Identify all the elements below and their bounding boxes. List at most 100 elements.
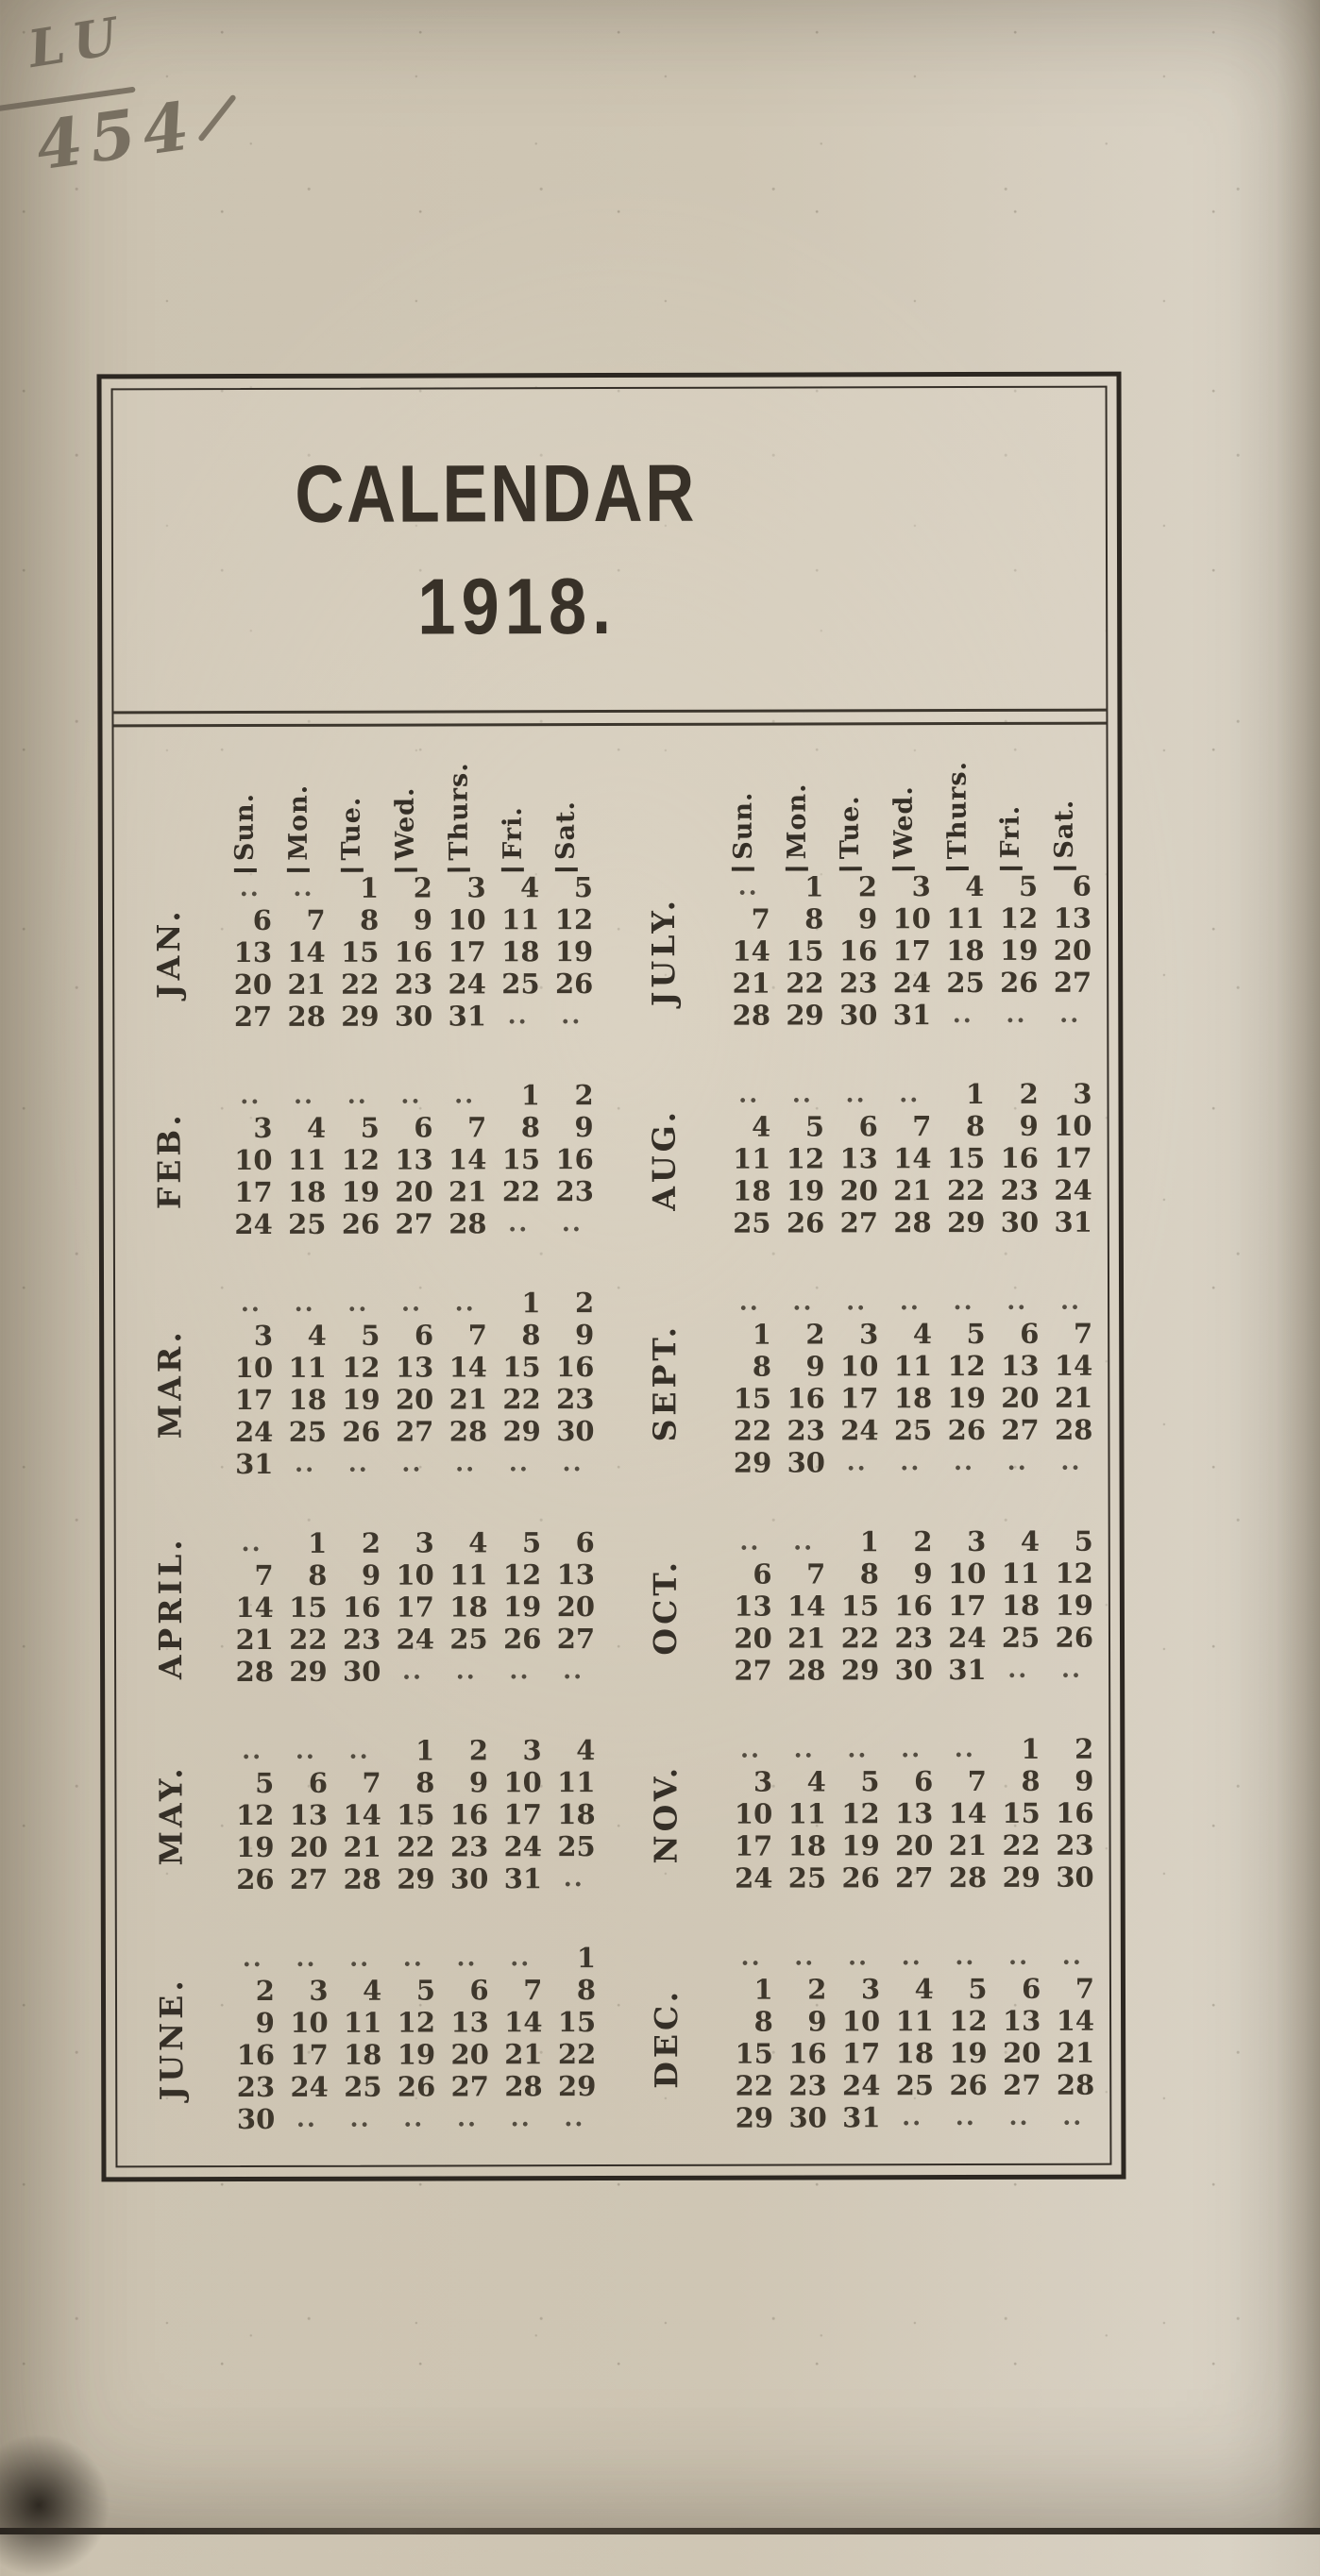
month-gap-cell [488,1894,542,1942]
date-cell: 6 [753,1557,772,1591]
empty-date-cell: .. [294,1288,315,1318]
date-cell: 12 [999,901,1039,934]
empty-date-cell: .. [295,1736,316,1765]
month-gap-cell [1039,1238,1092,1286]
date-cell: 21 [504,2037,543,2070]
empty-date-cell: .. [899,1288,921,1317]
date-cell: 17 [892,934,931,967]
day-header-label: Fri. [498,806,528,861]
date-cell: 31 [503,1861,543,1894]
date-cell: 28 [1055,1413,1093,1446]
month-gap-row [120,1478,1093,1528]
month-gap-cell [826,1894,880,1941]
bottom-left-smudge [0,2434,110,2576]
date-cell: 23 [787,1413,825,1447]
month-gap-cell [541,1479,595,1526]
date-cell: 30 [787,1445,825,1479]
month-label-text: MAY. [151,1764,190,1866]
half-divider-rule [594,1383,611,1415]
date-cell: 14 [448,1350,487,1383]
date-cell: 7 [1075,1972,1095,2005]
date-cell: 27 [556,1622,596,1655]
date-cell: 23 [236,2070,276,2103]
half-divider-rule [595,1447,612,1479]
day-header: Fri. [984,727,1038,870]
date-cell: 16 [394,934,433,968]
half-divider-rule [593,1000,610,1032]
empty-date-cell: .. [1061,1942,1083,1971]
date-cell: 6 [252,903,272,936]
month-gap-cell [118,1033,218,1080]
empty-date-cell: .. [456,1944,478,1973]
date-cell: 6 [469,1973,489,2006]
date-cell: 18 [895,2036,935,2069]
empty-date-cell: .. [1007,1655,1029,1684]
date-cell: 20 [556,1590,596,1623]
date-cell: 5 [415,1973,436,2007]
month-gap-cell [433,1239,487,1287]
date-cell: 25 [449,1622,488,1655]
date-cell: 25 [501,967,540,1000]
date-cell: 11 [449,1557,488,1591]
date-cell: 3 [415,1525,434,1559]
date-cell: 3 [466,870,486,903]
date-cell: 4 [576,1733,596,1766]
month-gap-cell [719,1479,772,1526]
date-cell: 19 [236,1830,275,1863]
date-cell: 12 [786,1141,825,1175]
month-gap-cell [1040,1686,1093,1733]
date-cell: 5 [860,1764,880,1797]
date-cell: 14 [343,1798,381,1831]
shelf-mark-cross-stroke [197,93,237,143]
empty-date-cell: .. [1008,2102,1030,2131]
date-cell: 31 [448,999,487,1032]
date-cell: 29 [502,1414,541,1447]
date-cell: 8 [521,1318,541,1351]
month-label-text: FEB. [150,1111,188,1210]
day-header: Mon. [271,729,325,872]
date-cell: 13 [734,1590,772,1623]
month-gap-cell [120,1688,220,1735]
date-cell: 20 [289,1830,329,1863]
date-cell: 12 [554,902,594,935]
empty-date-cell: .. [1059,1000,1081,1029]
month-gap-cell [934,1894,988,1941]
title-area: CALENDAR 1918. [113,388,1107,712]
empty-date-cell: .. [955,1942,976,1972]
empty-date-cell: .. [739,1735,762,1764]
week-row: 17 18 19 20 21 22 23 18 19 20 21 22 23 24 [119,1173,1092,1209]
date-cell: 27 [839,1205,879,1238]
date-cell: 8 [859,1557,880,1590]
half-divider-rule [594,1351,611,1383]
empty-date-cell: .. [740,1943,762,1972]
date-cell: 15 [340,935,380,968]
date-cell: 27 [396,1414,434,1448]
empty-date-cell: .. [793,1527,815,1557]
empty-date-cell: .. [1007,1447,1028,1476]
week-row: 24 25 26 27 28 29 30 22 23 24 25 26 27 28 [119,1413,1093,1449]
date-cell: 1 [415,1733,435,1767]
date-cell: 16 [894,1589,933,1622]
date-cell: 13 [1053,901,1092,934]
date-cell: 26 [1000,966,1039,999]
date-cell: 28 [1056,2068,1095,2101]
date-cell: 21 [787,1621,826,1655]
week-row: 16 17 18 19 20 21 22 15 16 17 18 19 20 21 [121,2036,1095,2072]
date-cell: 8 [965,1109,986,1142]
date-cell: 10 [234,1143,273,1176]
date-cell: 6 [308,1766,329,1799]
empty-date-cell: .. [1007,1287,1028,1316]
month-gap-cell [327,1480,381,1527]
empty-date-cell: .. [239,873,261,903]
month-label: JUNE. [121,1943,222,2135]
calendar-table-head: Sun. Mon. Tue. Wed. Thurs. Fri. Sat. Sun. Mon. Tu… [117,727,1091,873]
date-cell: 15 [733,1382,772,1415]
date-cell: 29 [946,1205,986,1238]
month-gap-cell [933,1686,987,1733]
date-cell: 21 [893,1173,932,1206]
date-cell: 5 [360,1111,380,1144]
date-cell: 16 [555,1350,595,1383]
date-cell: 26 [397,2069,436,2103]
empty-date-cell: .. [1060,1447,1082,1476]
